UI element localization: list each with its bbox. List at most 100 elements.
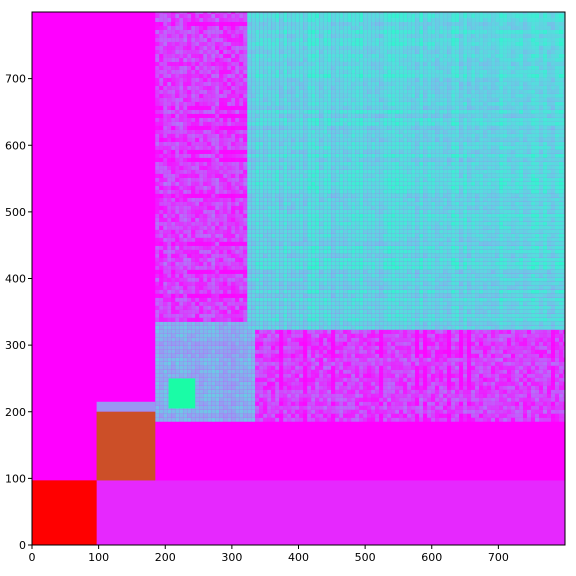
heatmap-cell	[315, 321, 320, 326]
heatmap-cell	[215, 321, 220, 326]
heatmap-cell	[179, 21, 184, 26]
heatmap-cell	[247, 81, 252, 86]
heatmap-cell	[319, 57, 324, 62]
heatmap-cell	[215, 133, 220, 138]
heatmap-cell	[295, 301, 300, 306]
heatmap-cell	[227, 169, 232, 174]
heatmap-cell	[339, 325, 344, 330]
heatmap-cell	[251, 281, 256, 286]
heatmap-cell	[279, 17, 284, 22]
heatmap-cell	[227, 357, 232, 362]
heatmap-cell	[159, 333, 164, 338]
heatmap-cell	[207, 97, 212, 102]
heatmap-cell	[283, 121, 288, 126]
heatmap-cell	[195, 37, 200, 42]
heatmap-cell	[243, 81, 248, 86]
heatmap-cell	[211, 177, 216, 182]
heatmap-cell	[191, 281, 196, 286]
heatmap-cell	[219, 181, 224, 186]
heatmap-cell	[335, 329, 340, 334]
heatmap-cell	[191, 297, 196, 302]
heatmap-cell	[311, 225, 316, 230]
heatmap-cell	[219, 165, 224, 170]
heatmap-cell	[159, 401, 164, 406]
heatmap-cell	[247, 365, 252, 370]
heatmap-cell	[259, 197, 264, 202]
heatmap-cell	[287, 381, 292, 386]
heatmap-cell	[227, 297, 232, 302]
heatmap-cell	[231, 365, 236, 370]
heatmap-cell	[331, 321, 336, 326]
heatmap-cell	[235, 237, 240, 242]
heatmap-cell	[247, 129, 252, 134]
heatmap-cell	[299, 169, 304, 174]
heatmap-cell	[179, 361, 184, 366]
heatmap-cell	[167, 145, 172, 150]
heatmap-cell	[291, 397, 296, 402]
heatmap-cell	[179, 297, 184, 302]
heatmap-cell	[343, 117, 348, 122]
heatmap-cell	[215, 93, 220, 98]
heatmap-cell	[239, 269, 244, 274]
heatmap-cell	[155, 141, 160, 146]
heatmap-cell	[179, 53, 184, 58]
heatmap-cell	[335, 401, 340, 406]
heatmap-cell	[203, 309, 208, 314]
heatmap-cell	[211, 317, 216, 322]
heatmap-cell	[311, 397, 316, 402]
heatmap-cell	[303, 381, 308, 386]
heatmap-cell	[199, 21, 204, 26]
heatmap-cell	[247, 97, 252, 102]
heatmap-cell	[271, 269, 276, 274]
heatmap-cell	[343, 361, 348, 366]
heatmap-cell	[323, 213, 328, 218]
heatmap-cell	[211, 205, 216, 210]
heatmap-cell	[291, 253, 296, 258]
heatmap-cell	[347, 369, 352, 374]
heatmap-cell	[219, 297, 224, 302]
heatmap-cell	[267, 249, 272, 254]
heatmap-cell	[247, 41, 252, 46]
heatmap-cell	[283, 165, 288, 170]
heatmap-cell	[303, 309, 308, 314]
heatmap-cell	[183, 153, 188, 158]
heatmap-cell	[215, 225, 220, 230]
heatmap-cell	[195, 233, 200, 238]
heatmap-cell	[259, 229, 264, 234]
heatmap-cell	[211, 45, 216, 50]
heatmap-cell	[339, 409, 344, 414]
heatmap-cell	[331, 81, 336, 86]
heatmap-cell	[307, 277, 312, 282]
heatmap-cell	[251, 93, 256, 98]
heatmap-cell	[223, 281, 228, 286]
heatmap-cell	[243, 165, 248, 170]
heatmap-cell	[307, 69, 312, 74]
heatmap-cell	[215, 13, 220, 18]
heatmap-cell	[203, 205, 208, 210]
heatmap-cell	[247, 297, 252, 302]
heatmap-cell	[255, 117, 260, 122]
heatmap-cell	[167, 337, 172, 342]
heatmap-cell	[251, 109, 256, 114]
heatmap-cell	[263, 209, 268, 214]
heatmap-cell	[175, 365, 180, 370]
heatmap-cell	[195, 409, 200, 414]
heatmap-cell	[243, 249, 248, 254]
heatmap-cell	[315, 217, 320, 222]
heatmap-cell	[343, 121, 348, 126]
heatmap-cell	[343, 61, 348, 66]
heatmap-cell	[251, 273, 256, 278]
heatmap-cell	[259, 97, 264, 102]
heatmap-cell	[203, 249, 208, 254]
heatmap-cell	[215, 237, 220, 242]
heatmap-cell	[263, 389, 268, 394]
heatmap-cell	[199, 17, 204, 22]
heatmap-cell	[199, 33, 204, 38]
heatmap-cell	[295, 289, 300, 294]
heatmap-cell	[335, 89, 340, 94]
heatmap-cell	[327, 45, 332, 50]
heatmap-cell	[327, 109, 332, 114]
heatmap-cell	[199, 41, 204, 46]
heatmap-cell	[331, 241, 336, 246]
